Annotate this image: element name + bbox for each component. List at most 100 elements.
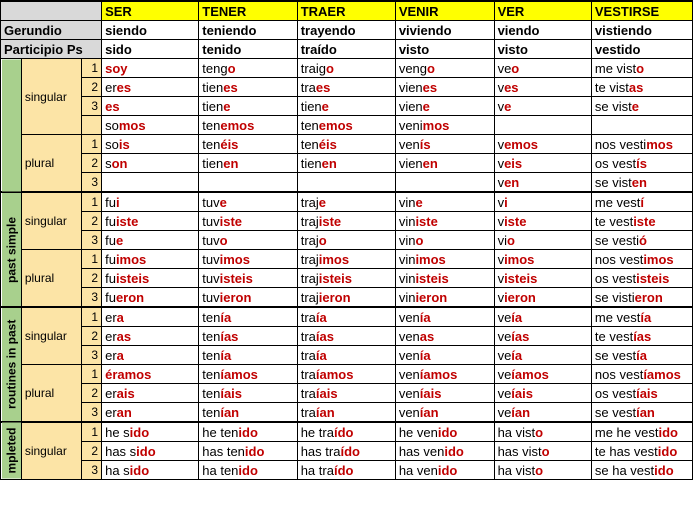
- conj-cell: son: [102, 154, 199, 173]
- conj-cell: tengo: [199, 59, 297, 78]
- conj-cell: veían: [494, 403, 591, 423]
- number-label: plural: [21, 365, 81, 423]
- participio-cell: traído: [297, 40, 395, 59]
- conj-cell: vio: [494, 231, 591, 250]
- tense-label: [1, 59, 22, 193]
- gerundio-label: Gerundio: [1, 21, 102, 40]
- gerundio-cell: teniendo: [199, 21, 297, 40]
- person-label: 3: [81, 97, 101, 116]
- conj-cell: tuvieron: [199, 288, 297, 308]
- conj-cell: soy: [102, 59, 199, 78]
- conj-cell: teníamos: [199, 365, 297, 384]
- conj-cell: ha visto: [494, 422, 591, 442]
- number-label: singular: [21, 307, 81, 365]
- conj-cell: eres: [102, 78, 199, 97]
- conj-cell: me vestí: [591, 192, 692, 212]
- conj-cell: viniste: [395, 212, 494, 231]
- conj-cell: fuisteis: [102, 269, 199, 288]
- conj-cell: nos vestíamos: [591, 365, 692, 384]
- conj-cell: se ha vestido: [591, 461, 692, 480]
- conj-cell: veía: [494, 307, 591, 327]
- conj-cell: eras: [102, 327, 199, 346]
- conj-cell: vi: [494, 192, 591, 212]
- conj-cell: es: [102, 97, 199, 116]
- conj-cell: teníais: [199, 384, 297, 403]
- gerundio-cell: viendo: [494, 21, 591, 40]
- gerundio-cell: siendo: [102, 21, 199, 40]
- person-label: 3: [81, 173, 101, 193]
- conj-cell: has tenido: [199, 442, 297, 461]
- participio-cell: tenido: [199, 40, 297, 59]
- conj-cell: nos vestimos: [591, 250, 692, 269]
- conj-cell: se vistieron: [591, 288, 692, 308]
- conj-cell: ve: [494, 97, 591, 116]
- conj-cell: nos vestimos: [591, 135, 692, 154]
- conj-cell: tenemos: [297, 116, 395, 135]
- conj-cell: te has vestido: [591, 442, 692, 461]
- conj-cell: fueron: [102, 288, 199, 308]
- conj-cell: tenéis: [297, 135, 395, 154]
- conj-cell: tuvisteis: [199, 269, 297, 288]
- conj-cell: trajieron: [297, 288, 395, 308]
- conj-cell: ha visto: [494, 461, 591, 480]
- conj-cell: éramos: [102, 365, 199, 384]
- conj-cell: se vestió: [591, 231, 692, 250]
- conj-cell: veíais: [494, 384, 591, 403]
- conj-cell: vinieron: [395, 288, 494, 308]
- participio-cell: sido: [102, 40, 199, 59]
- person-label: 2: [81, 154, 101, 173]
- person-label: 3: [81, 346, 101, 365]
- conj-cell: eran: [102, 403, 199, 423]
- person-label: 1: [81, 59, 101, 78]
- conj-cell: te vestías: [591, 327, 692, 346]
- conj-cell: traíais: [297, 384, 395, 403]
- conj-cell: somos: [102, 116, 199, 135]
- verb-header: SER: [102, 1, 199, 21]
- conj-cell: traía: [297, 346, 395, 365]
- conj-cell: he venido: [395, 422, 494, 442]
- conj-cell: se viste: [591, 97, 692, 116]
- conj-cell: venimos: [395, 116, 494, 135]
- conj-cell: se vestían: [591, 403, 692, 423]
- conj-cell: vieron: [494, 288, 591, 308]
- conj-cell: visteis: [494, 269, 591, 288]
- conj-cell: veníamos: [395, 365, 494, 384]
- person-label: 3: [81, 231, 101, 250]
- number-label: plural: [21, 250, 81, 308]
- conj-cell: era: [102, 346, 199, 365]
- conj-cell: tenían: [199, 403, 297, 423]
- conj-cell: tienen: [297, 154, 395, 173]
- person-label: 2: [81, 212, 101, 231]
- person-label: 1: [81, 307, 101, 327]
- conj-cell: te vistas: [591, 78, 692, 97]
- conj-cell: trajimos: [297, 250, 395, 269]
- number-label: singular: [21, 59, 81, 135]
- participio-cell: visto: [494, 40, 591, 59]
- conj-cell: fuiste: [102, 212, 199, 231]
- conj-cell: has venido: [395, 442, 494, 461]
- conj-cell: os vestís: [591, 154, 692, 173]
- conj-cell: [199, 173, 297, 193]
- conj-cell: me he vestido: [591, 422, 692, 442]
- conj-cell: veía: [494, 346, 591, 365]
- conj-cell: vinisteis: [395, 269, 494, 288]
- conj-cell: venía: [395, 307, 494, 327]
- person-label: 1: [81, 365, 101, 384]
- person-label: 2: [81, 78, 101, 97]
- person-label: 2: [81, 327, 101, 346]
- conj-cell: veis: [494, 154, 591, 173]
- conj-cell: fuimos: [102, 250, 199, 269]
- conj-cell: trajiste: [297, 212, 395, 231]
- conj-cell: me vestía: [591, 307, 692, 327]
- conj-cell: traigo: [297, 59, 395, 78]
- verb-header: TRAER: [297, 1, 395, 21]
- conj-cell: traías: [297, 327, 395, 346]
- gerundio-cell: viviendo: [395, 21, 494, 40]
- conj-cell: ven: [494, 173, 591, 193]
- conj-cell: [395, 173, 494, 193]
- participio-cell: vestido: [591, 40, 692, 59]
- conj-cell: veías: [494, 327, 591, 346]
- conj-cell: he tenido: [199, 422, 297, 442]
- conj-cell: fui: [102, 192, 199, 212]
- conj-cell: se visten: [591, 173, 692, 193]
